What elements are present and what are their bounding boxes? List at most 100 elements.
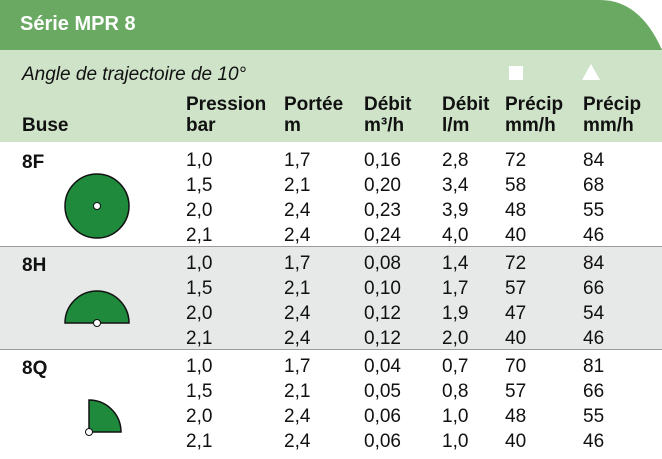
cell: 2,8 [442,150,469,171]
column-unit: mm/h [505,115,556,136]
cell: 1,7 [284,356,311,377]
subtitle: Angle de trajectoire de 10° [22,64,247,85]
cell: 1,7 [284,253,311,274]
column-name: Pression [186,94,267,115]
cell: 2,1 [284,381,311,402]
column-unit: bar [186,115,216,136]
cell: 1,0 [442,431,469,452]
cell: 1,0 [186,150,213,171]
cell: 0,8 [442,381,469,402]
cell: 0,10 [364,278,401,299]
nozzle-icon [64,290,130,327]
nozzle-label: 8F [22,152,45,173]
cell: 0,06 [364,406,401,427]
cell: 2,0 [186,406,213,427]
cell: 2,1 [186,225,213,246]
title-bar [0,0,662,50]
cell: 1,7 [442,278,469,299]
cell: 0,24 [364,225,401,246]
cell: 0,16 [364,150,401,171]
cell: 2,1 [284,278,311,299]
cell: 57 [505,381,527,402]
cell: 81 [583,356,605,377]
cell: 57 [505,278,527,299]
column-name: Buse [22,115,69,136]
cell: 84 [583,253,605,274]
cell: 1,7 [284,150,311,171]
cell: 46 [583,225,605,246]
cell: 0,12 [364,328,401,349]
nozzle-icon [64,173,130,239]
cell: 2,4 [284,303,311,324]
cell: 0,05 [364,381,401,402]
cell: 2,4 [284,225,311,246]
cell: 2,1 [186,328,213,349]
column-name: Débit [442,94,490,115]
cell: 0,23 [364,200,401,221]
cell: 72 [505,150,527,171]
cell: 4,0 [442,225,469,246]
triangle-icon [582,64,600,80]
cell: 0,12 [364,303,401,324]
cell: 40 [505,225,527,246]
cell: 3,9 [442,200,469,221]
cell: 2,0 [186,303,213,324]
cell: 3,4 [442,175,469,196]
cell: 72 [505,253,527,274]
cell: 1,5 [186,381,213,402]
cell: 47 [505,303,527,324]
column-unit: m [284,115,301,136]
cell: 66 [583,278,605,299]
nozzle-icon [85,399,122,436]
cell: 58 [505,175,527,196]
cell: 55 [583,406,605,427]
title: Série MPR 8 [20,13,136,35]
cell: 40 [505,328,527,349]
cell: 1,0 [442,406,469,427]
cell: 84 [583,150,605,171]
column-unit: m³/h [364,115,405,136]
column-unit: l/m [442,115,470,136]
column-unit: mm/h [583,115,634,136]
square-icon [509,66,523,80]
cell: 46 [583,328,605,349]
cell: 54 [583,303,605,324]
cell: 2,1 [284,175,311,196]
nozzle-label: 8Q [22,358,48,379]
cell: 0,7 [442,356,469,377]
column-name: Portée [284,94,344,115]
cell: 48 [505,406,527,427]
cell: 0,06 [364,431,401,452]
cell: 1,0 [186,356,213,377]
cell: 2,4 [284,200,311,221]
header-band [0,48,662,142]
cell: 55 [583,200,605,221]
cell: 1,5 [186,175,213,196]
cell: 1,5 [186,278,213,299]
cell: 70 [505,356,527,377]
separator [0,349,662,350]
cell: 0,08 [364,253,401,274]
cell: 1,9 [442,303,469,324]
cell: 48 [505,200,527,221]
cell: 2,4 [284,406,311,427]
nozzle-label: 8H [22,255,47,276]
separator [0,246,662,247]
column-name: Débit [364,94,412,115]
cell: 2,4 [284,328,311,349]
cell: 0,04 [364,356,401,377]
cell: 2,1 [186,431,213,452]
cell: 2,0 [442,328,469,349]
cell: 0,20 [364,175,401,196]
column-name: Précip [583,94,642,115]
cell: 1,0 [186,253,213,274]
cell: 46 [583,431,605,452]
cell: 1,4 [442,253,469,274]
column-name: Précip [505,94,564,115]
cell: 2,4 [284,431,311,452]
cell: 68 [583,175,605,196]
cell: 2,0 [186,200,213,221]
cell: 66 [583,381,605,402]
cell: 40 [505,431,527,452]
